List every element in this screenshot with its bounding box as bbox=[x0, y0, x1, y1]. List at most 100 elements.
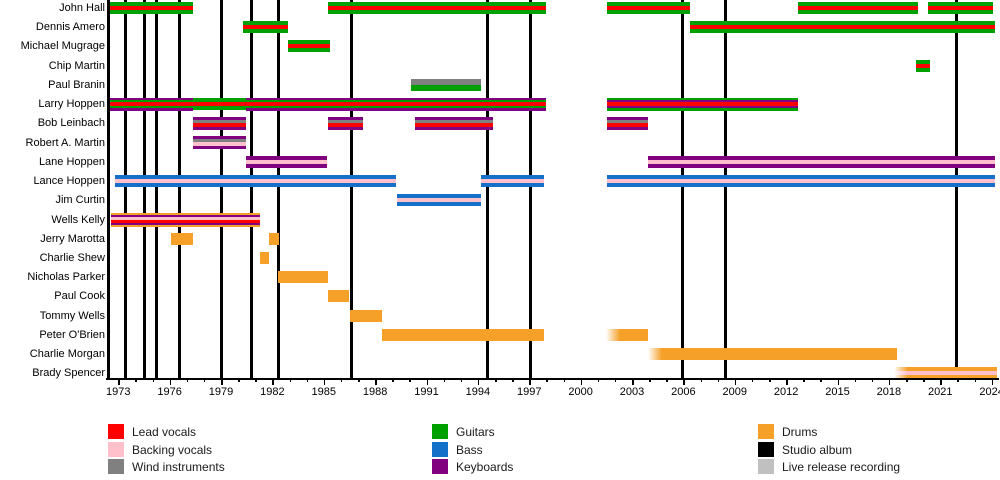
timeline-bar bbox=[894, 367, 997, 380]
guitars-stripe bbox=[690, 21, 996, 26]
axis-major-tick bbox=[940, 378, 942, 385]
lead-vocals-stripe bbox=[607, 6, 691, 10]
axis-minor-tick bbox=[563, 378, 566, 382]
axis-major-tick bbox=[734, 378, 737, 385]
drums-stripe bbox=[269, 232, 280, 245]
timeline-bar bbox=[109, 97, 194, 111]
studio-album-line bbox=[349, 0, 353, 378]
axis-minor-tick bbox=[597, 378, 600, 382]
lead-vocals-stripe bbox=[243, 25, 288, 30]
axis-minor-tick bbox=[700, 378, 703, 382]
legend-swatch-lead-vocals bbox=[108, 424, 124, 439]
keyboards-stripe bbox=[192, 116, 247, 120]
member-label: Paul Cook bbox=[54, 290, 105, 303]
timeline-bar bbox=[111, 212, 260, 227]
member-label: Jim Curtin bbox=[55, 194, 105, 207]
backing-vocals-stripe bbox=[481, 179, 545, 184]
timeline-bar bbox=[192, 136, 247, 150]
legend-label: Lead vocals bbox=[132, 425, 197, 439]
studio-album-line bbox=[250, 0, 254, 378]
studio-album-line bbox=[723, 0, 727, 378]
axis-major-tick bbox=[118, 378, 120, 385]
axis-year-label: 1979 bbox=[208, 386, 234, 398]
member-label: Wells Kelly bbox=[51, 213, 105, 226]
keyboards-stripe bbox=[109, 108, 194, 111]
axis-year-label: 1988 bbox=[362, 386, 388, 398]
lead-vocals-stripe bbox=[109, 102, 194, 106]
bass-stripe bbox=[481, 175, 545, 180]
legend-swatch-wind-instruments bbox=[108, 459, 124, 474]
member-label: Dennis Amero bbox=[35, 21, 105, 34]
uncertain-start-fade bbox=[894, 367, 909, 380]
timeline-bar bbox=[350, 309, 383, 322]
drums-stripe bbox=[111, 212, 260, 215]
bass-stripe bbox=[114, 175, 396, 180]
axis-year-label: 2012 bbox=[773, 386, 799, 398]
drums-stripe bbox=[170, 232, 194, 245]
lead-vocals-stripe bbox=[916, 63, 930, 68]
timeline-bar bbox=[192, 116, 247, 130]
timeline-bar bbox=[114, 175, 396, 188]
axis-year-label: 1994 bbox=[465, 386, 491, 398]
axis-year-label: 2015 bbox=[825, 386, 850, 398]
member-label: Michael Mugrage bbox=[20, 40, 105, 53]
timeline-bar bbox=[246, 97, 546, 111]
drums-stripe bbox=[382, 328, 545, 341]
wind-instruments-stripe bbox=[192, 119, 247, 123]
wind-instruments-stripe bbox=[192, 139, 247, 142]
member-label: Robert A. Martin bbox=[25, 136, 105, 149]
member-label: Charlie Morgan bbox=[29, 348, 105, 361]
legend-label: Wind instruments bbox=[132, 460, 225, 474]
guitars-stripe bbox=[607, 10, 691, 14]
backing-vocals-stripe bbox=[396, 198, 482, 203]
legend-swatch-keyboards bbox=[432, 459, 448, 474]
axis-year-label: 2006 bbox=[671, 386, 696, 398]
axis-minor-tick bbox=[614, 378, 617, 382]
axis-year-label: 2009 bbox=[722, 386, 748, 398]
wind-instruments-stripe bbox=[411, 78, 482, 85]
timeline-bar bbox=[328, 2, 546, 14]
guitars-stripe bbox=[109, 105, 194, 109]
axis-minor-tick bbox=[255, 378, 257, 382]
keyboards-stripe bbox=[109, 97, 194, 100]
keyboards-stripe bbox=[245, 155, 328, 160]
backing-vocals-stripe bbox=[114, 179, 396, 184]
keyboards-stripe bbox=[415, 126, 494, 130]
drums-stripe bbox=[350, 309, 383, 322]
drums-stripe bbox=[328, 290, 349, 303]
drums-stripe bbox=[111, 224, 260, 227]
guitars-stripe bbox=[243, 29, 288, 34]
member-label: Bob Leinbach bbox=[37, 117, 105, 130]
timeline-bar bbox=[606, 328, 649, 341]
axis-minor-tick bbox=[820, 378, 822, 382]
axis-minor-tick bbox=[358, 378, 360, 382]
keyboards-stripe bbox=[111, 214, 260, 217]
timeline-bar bbox=[245, 155, 328, 168]
member-label: Peter O'Brien bbox=[39, 328, 105, 341]
axis-major-tick bbox=[529, 378, 531, 385]
axis-minor-tick bbox=[203, 378, 206, 382]
keyboards-stripe bbox=[192, 146, 247, 150]
guitars-stripe bbox=[193, 98, 247, 103]
axis-major-tick bbox=[375, 378, 377, 385]
keyboards-stripe bbox=[328, 116, 364, 120]
lead-vocals-stripe bbox=[928, 6, 994, 10]
drums-stripe bbox=[648, 348, 897, 361]
axis-major-tick bbox=[632, 378, 634, 385]
lead-vocals-stripe bbox=[193, 102, 247, 107]
bass-stripe bbox=[396, 194, 482, 199]
axis-minor-tick bbox=[666, 378, 668, 382]
timeline-bar bbox=[928, 2, 994, 14]
keyboards-stripe bbox=[111, 222, 260, 225]
keyboards-stripe bbox=[648, 155, 996, 160]
studio-album-line bbox=[486, 0, 490, 378]
studio-album-line bbox=[529, 0, 533, 378]
wind-instruments-stripe bbox=[607, 119, 649, 123]
lead-vocals-stripe bbox=[798, 6, 919, 10]
legend-swatch-drums bbox=[758, 424, 774, 439]
axis-minor-tick bbox=[460, 378, 463, 382]
lead-vocals-stripe bbox=[415, 122, 494, 127]
axis-major-tick bbox=[683, 378, 685, 385]
timeline-bar bbox=[328, 116, 364, 130]
